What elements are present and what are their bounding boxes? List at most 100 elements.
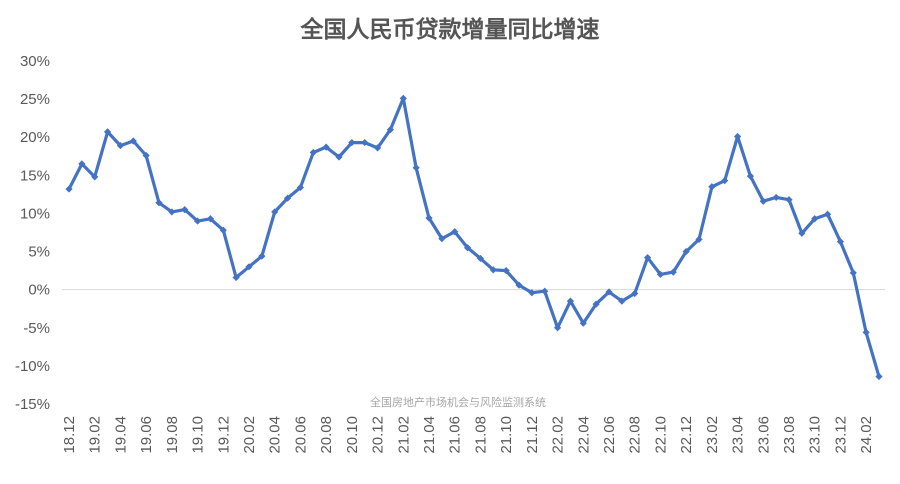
data-point bbox=[759, 197, 767, 205]
data-point bbox=[772, 193, 780, 202]
x-tick-label: 19.10 bbox=[190, 416, 207, 454]
data-point bbox=[528, 289, 536, 297]
x-tick-label: 22.12 bbox=[678, 416, 695, 454]
data-point bbox=[258, 252, 266, 260]
data-point bbox=[142, 151, 150, 160]
data-point bbox=[296, 183, 305, 192]
data-point bbox=[206, 215, 215, 223]
data-point bbox=[451, 228, 459, 236]
x-tick-label: 23.02 bbox=[704, 416, 721, 454]
y-tick-label: -10% bbox=[15, 358, 50, 375]
data-point bbox=[489, 266, 497, 274]
data-point bbox=[181, 206, 189, 214]
y-tick-label: -5% bbox=[23, 320, 50, 337]
x-tick-label: 19.06 bbox=[138, 416, 155, 454]
data-point bbox=[438, 234, 446, 243]
data-point bbox=[553, 324, 562, 332]
x-tick-label: 23.08 bbox=[781, 416, 798, 454]
x-tick-label: 20.06 bbox=[292, 416, 309, 454]
x-tick-label: 21.10 bbox=[498, 416, 515, 454]
data-point bbox=[193, 217, 202, 225]
x-tick-label: 21.02 bbox=[395, 416, 412, 454]
x-tick-label: 24.02 bbox=[858, 416, 875, 454]
data-point bbox=[811, 215, 819, 223]
x-tick-label: 23.12 bbox=[832, 416, 849, 454]
data-point bbox=[168, 208, 176, 216]
data-point bbox=[271, 208, 279, 216]
x-tick-label: 18.12 bbox=[61, 416, 78, 454]
x-tick-label: 21.06 bbox=[447, 416, 464, 454]
data-point bbox=[232, 273, 240, 282]
y-tick-label: -15% bbox=[15, 396, 50, 413]
y-tick-label: 5% bbox=[28, 244, 50, 261]
data-point bbox=[116, 142, 125, 150]
data-point bbox=[425, 214, 433, 222]
data-point bbox=[463, 244, 472, 252]
watermark: 全国房地产市场机会与风险监测系统 bbox=[370, 395, 546, 409]
chart-title: 全国人民币贷款增量同比增速 bbox=[300, 16, 600, 43]
x-tick-label: 21.04 bbox=[421, 416, 438, 454]
data-point bbox=[631, 289, 639, 298]
data-point bbox=[502, 267, 510, 275]
series-line bbox=[67, 96, 881, 379]
data-point bbox=[155, 199, 163, 207]
x-tick-label: 23.10 bbox=[807, 416, 824, 454]
data-point bbox=[283, 194, 292, 202]
x-tick-label: 19.04 bbox=[112, 416, 129, 454]
x-tick-label: 19.12 bbox=[215, 416, 232, 454]
data-point bbox=[65, 185, 73, 193]
data-point bbox=[219, 226, 227, 234]
data-point bbox=[103, 128, 112, 136]
data-point bbox=[849, 269, 857, 277]
x-tick-label: 19.02 bbox=[87, 416, 104, 454]
x-tick-label: 23.04 bbox=[730, 416, 747, 454]
x-tick-label: 22.02 bbox=[550, 416, 567, 454]
data-point bbox=[476, 254, 485, 263]
data-point bbox=[386, 126, 395, 134]
x-tick-label: 21.08 bbox=[472, 416, 489, 454]
data-point bbox=[399, 94, 407, 102]
data-point bbox=[566, 297, 575, 305]
data-point bbox=[708, 183, 716, 191]
data-point bbox=[862, 328, 870, 336]
y-axis-ticks: 30% 25% 20% 15% 10% 5% 0% -5% -10% -15% bbox=[15, 53, 50, 413]
data-point bbox=[245, 263, 253, 271]
data-point bbox=[129, 137, 137, 145]
x-tick-label: 22.04 bbox=[575, 416, 592, 454]
data-point bbox=[373, 144, 382, 152]
x-tick-label: 22.06 bbox=[601, 416, 618, 454]
data-point bbox=[695, 235, 703, 243]
data-point bbox=[618, 297, 626, 305]
y-tick-label: 10% bbox=[20, 205, 50, 222]
data-point bbox=[836, 238, 845, 246]
series-points bbox=[65, 94, 883, 381]
data-point bbox=[682, 247, 690, 256]
y-tick-label: 15% bbox=[20, 167, 50, 184]
x-tick-label: 23.06 bbox=[755, 416, 772, 454]
data-point bbox=[875, 372, 883, 381]
y-tick-label: 25% bbox=[20, 91, 50, 108]
y-tick-label: 0% bbox=[28, 282, 50, 299]
x-axis-ticks: 18.12 19.02 19.04 19.06 19.08 19.10 19.12 20.02… bbox=[61, 416, 875, 454]
data-point bbox=[823, 210, 832, 218]
data-point bbox=[669, 268, 677, 276]
x-tick-label: 22.10 bbox=[652, 416, 669, 454]
data-point bbox=[335, 153, 343, 161]
data-point bbox=[592, 300, 600, 308]
x-tick-label: 20.04 bbox=[267, 416, 284, 454]
x-tick-label: 20.10 bbox=[344, 416, 361, 454]
y-tick-label: 30% bbox=[20, 53, 50, 70]
data-point bbox=[78, 160, 86, 168]
data-point bbox=[579, 319, 587, 327]
data-point bbox=[348, 138, 356, 147]
data-point bbox=[798, 229, 806, 237]
data-point bbox=[91, 173, 99, 181]
data-point bbox=[322, 143, 330, 151]
data-point bbox=[361, 138, 369, 147]
y-tick-label: 20% bbox=[20, 129, 50, 146]
data-point bbox=[785, 196, 793, 204]
x-tick-label: 21.12 bbox=[524, 416, 541, 454]
data-point bbox=[309, 148, 317, 157]
x-tick-label: 20.12 bbox=[370, 416, 387, 454]
